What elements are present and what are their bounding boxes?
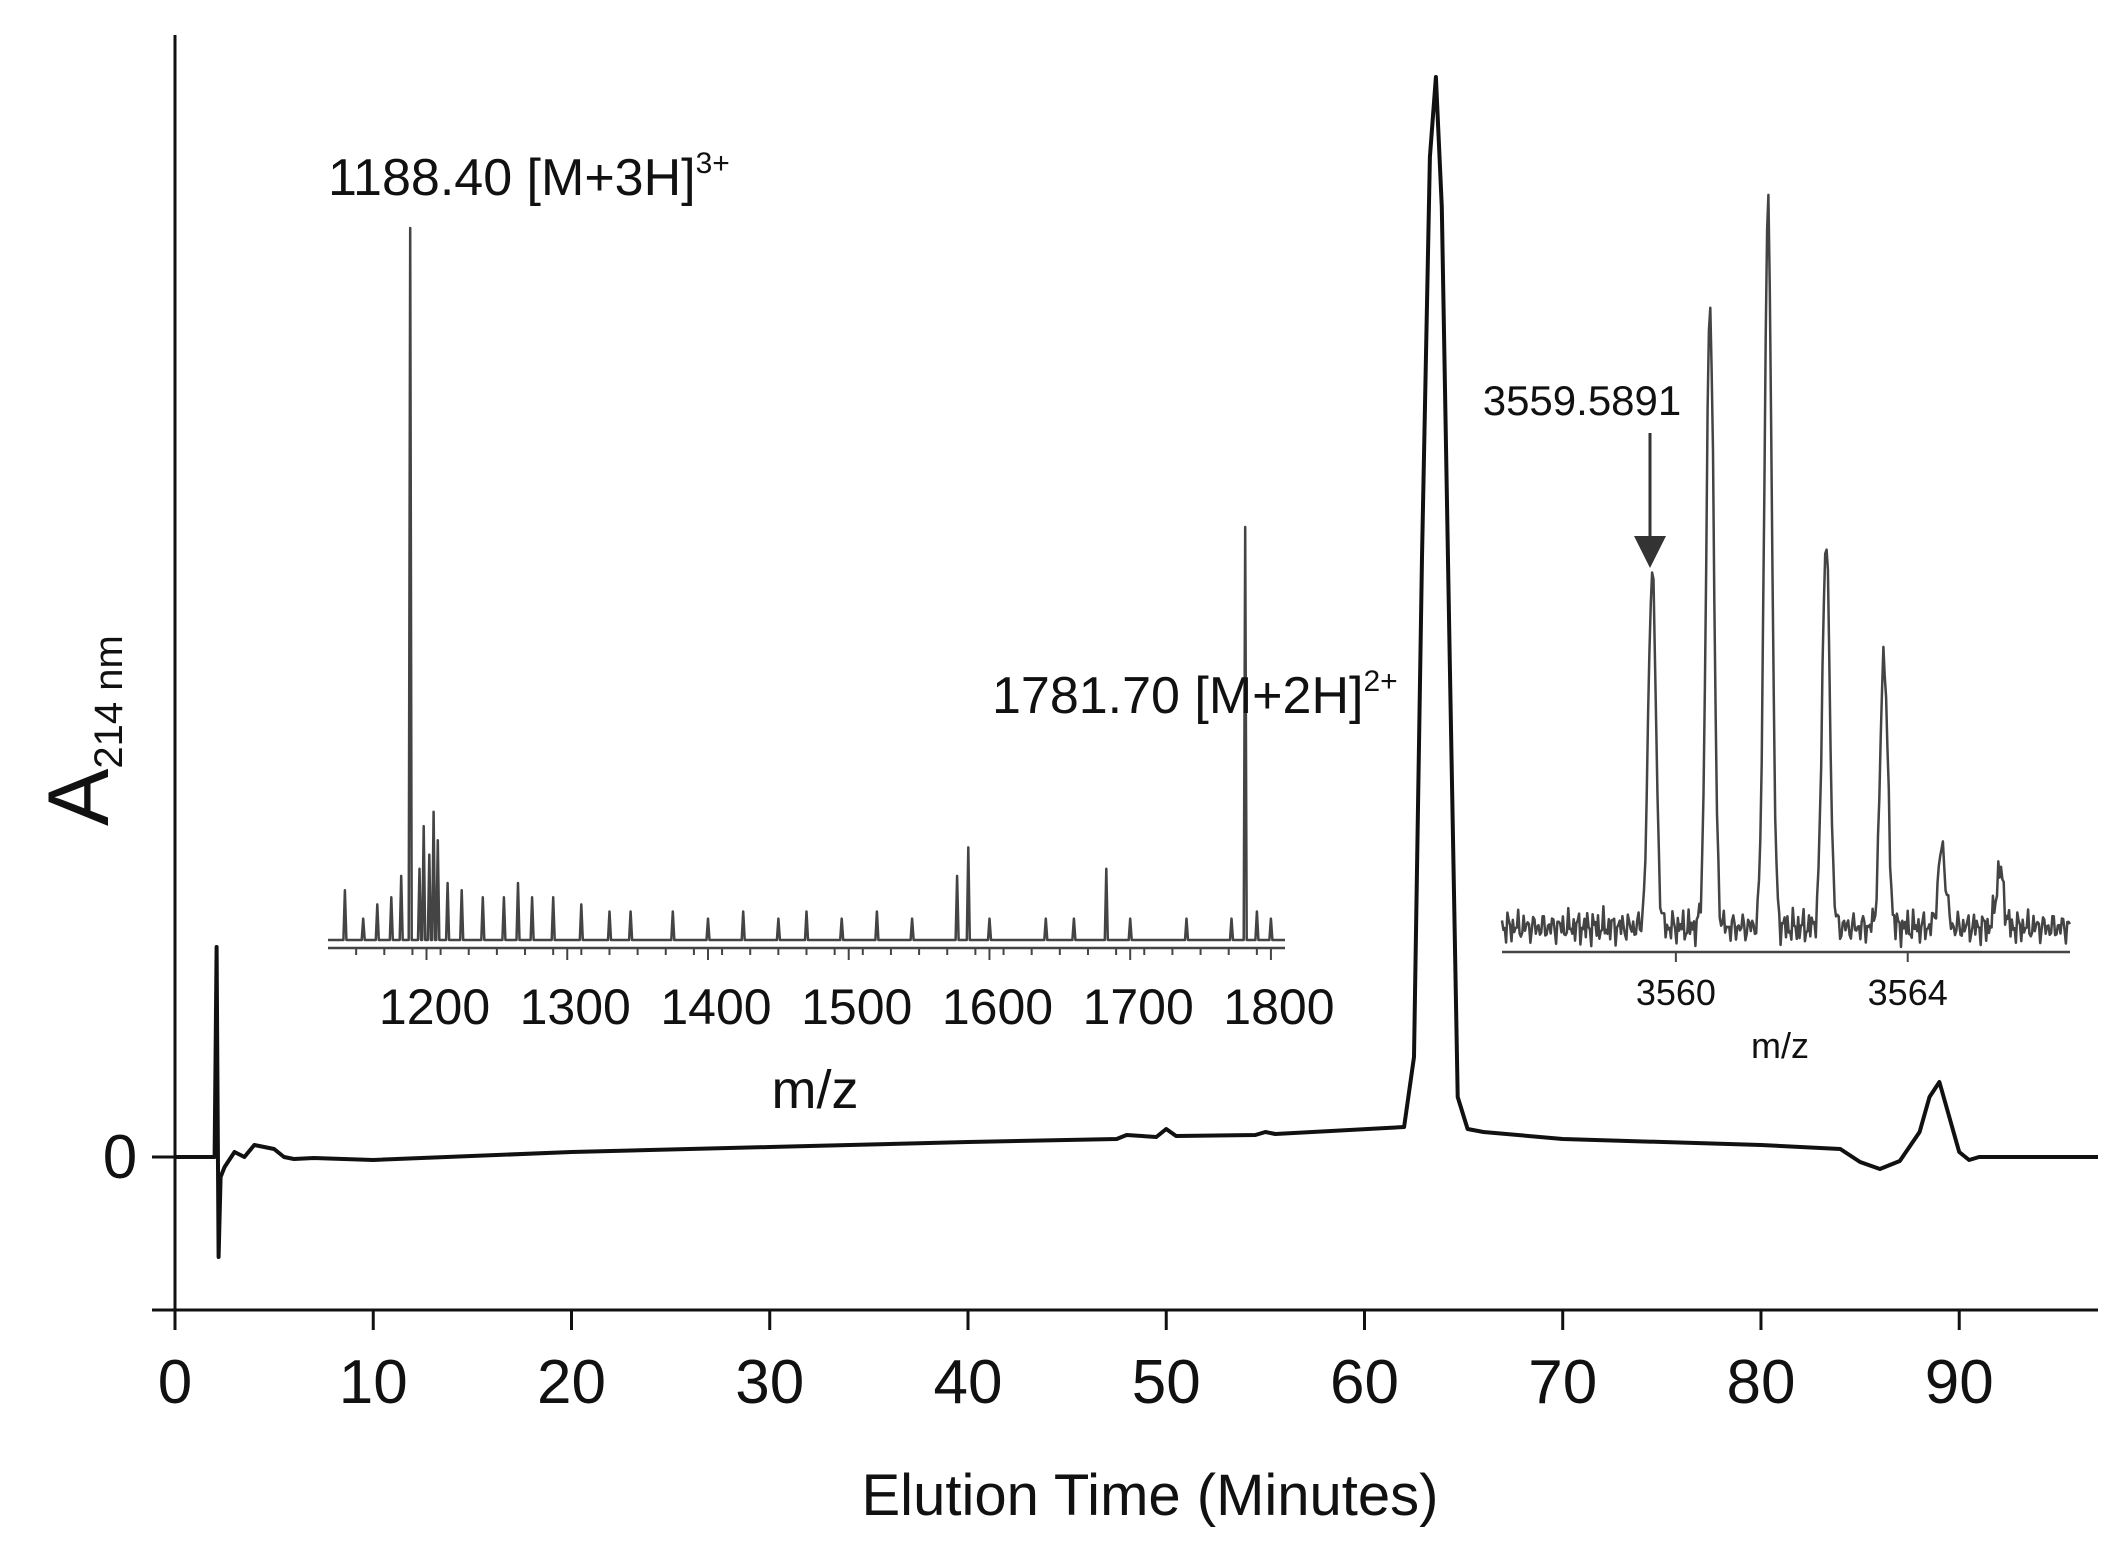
inset2-x-tick-label: 3560	[1636, 972, 1716, 1013]
inset1-peak-label-2plus: 1781.70 [M+2H]2+	[992, 665, 1398, 725]
inset1-peak-label-3plus: 1188.40 [M+3H]3+	[328, 147, 730, 207]
x-tick-label: 80	[1726, 1348, 1795, 1417]
ms-inset-isotope: 3560 3564 m/z 3559.5891	[1483, 193, 2072, 1066]
x-tick-label: 20	[537, 1348, 606, 1417]
inset1-peak-label-3plus-charge: 3+	[696, 147, 730, 180]
inset1-x-tick-label: 1800	[1223, 979, 1334, 1035]
x-tick-label: 0	[158, 1348, 192, 1417]
y-tick-label-zero: 0	[103, 1123, 137, 1192]
x-axis-title: Elution Time (Minutes)	[862, 1463, 1439, 1528]
x-tick-label: 70	[1528, 1348, 1597, 1417]
inset2-x-axis-title: m/z	[1751, 1025, 1809, 1066]
y-axis-title-subscript: 214 nm	[87, 635, 131, 768]
inset1-x-axis-title: m/z	[772, 1060, 859, 1120]
inset2-arrow-head	[1634, 536, 1666, 568]
y-axis-title-letter: A214 nm	[31, 635, 131, 826]
inset2-x-ticks: 3560 3564	[1636, 952, 1948, 1013]
y-axis-title: A214 nm	[31, 635, 131, 826]
inset1-x-tick-label: 1400	[660, 979, 771, 1035]
inset1-x-tick-label: 1500	[801, 979, 912, 1035]
x-ticks: 0 10 20 30 40 50 60 70 80 90	[158, 1310, 1994, 1417]
x-tick-label: 30	[735, 1348, 804, 1417]
ms-inset-full: 1200 1300 1400 1500 1600 1700 1800 m/z 1188.40…	[328, 147, 1398, 1120]
inset1-spectrum-trace	[328, 226, 1285, 942]
x-tick-label: 60	[1330, 1348, 1399, 1417]
x-tick-label: 50	[1132, 1348, 1201, 1417]
inset1-x-tick-label: 1200	[379, 979, 490, 1035]
chromatogram-trace	[175, 75, 2098, 1259]
inset2-x-tick-label: 3564	[1868, 972, 1948, 1013]
inset1-x-tick-label: 1700	[1083, 979, 1194, 1035]
x-tick-label: 40	[934, 1348, 1003, 1417]
chromatogram-chart: 0 0 10 20 30 40 50 60 70 80 90 Elution Time (Minu…	[31, 35, 2098, 1528]
x-tick-label: 10	[339, 1348, 408, 1417]
inset2-peak-label: 3559.5891	[1483, 377, 1682, 424]
inset1-peak-label-2plus-charge: 2+	[1363, 665, 1397, 698]
inset1-x-tick-label: 1600	[942, 979, 1053, 1035]
x-tick-label: 90	[1925, 1348, 1994, 1417]
inset1-x-ticks: 1200 1300 1400 1500 1600 1700 1800	[355, 948, 1335, 1035]
inset1-x-tick-label: 1300	[520, 979, 631, 1035]
inset2-isotope-trace	[1500, 193, 2072, 949]
